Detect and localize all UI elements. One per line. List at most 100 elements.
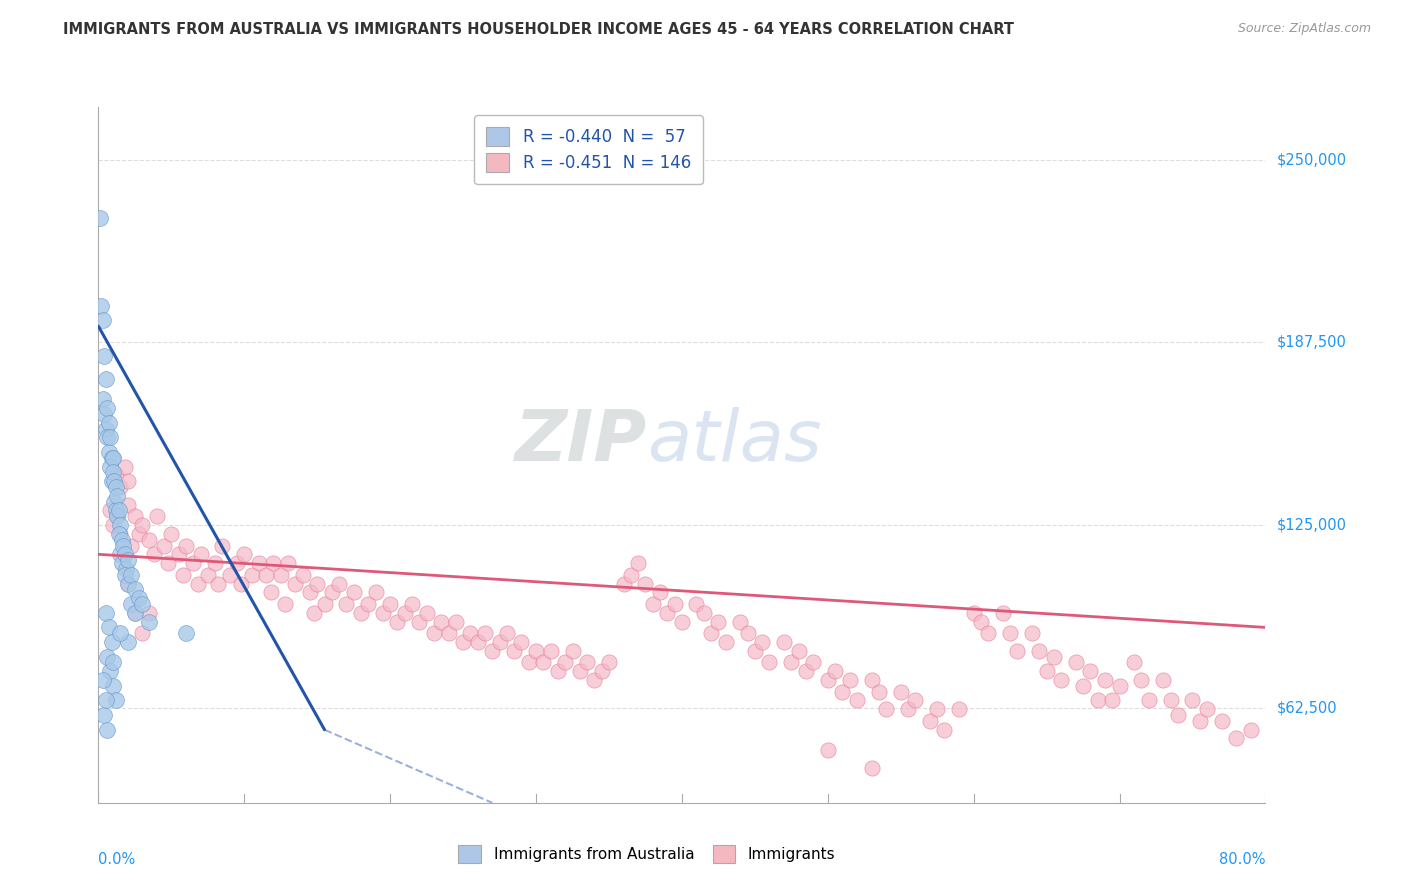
Point xyxy=(364,585,387,599)
Point xyxy=(98,459,121,474)
Point xyxy=(100,450,122,465)
Point xyxy=(875,702,897,716)
Point xyxy=(167,547,190,561)
Point xyxy=(524,644,547,658)
Point xyxy=(298,585,321,599)
Point xyxy=(627,556,650,570)
Point xyxy=(758,656,780,670)
Point xyxy=(124,606,146,620)
Point xyxy=(467,635,489,649)
Point xyxy=(226,556,249,570)
Point xyxy=(517,656,540,670)
Point xyxy=(1021,626,1043,640)
Point xyxy=(451,635,474,649)
Point xyxy=(817,743,839,757)
Point xyxy=(138,533,160,547)
Point xyxy=(103,474,125,488)
Point xyxy=(124,509,146,524)
Point xyxy=(97,445,120,459)
Point xyxy=(138,606,160,620)
Point xyxy=(114,547,136,561)
Point xyxy=(1181,693,1204,707)
Point xyxy=(794,665,817,679)
Point xyxy=(444,615,467,629)
Text: atlas: atlas xyxy=(647,407,821,475)
Point xyxy=(934,723,956,737)
Point xyxy=(868,684,890,698)
Point xyxy=(101,656,124,670)
Point xyxy=(101,679,124,693)
Text: Source: ZipAtlas.com: Source: ZipAtlas.com xyxy=(1237,22,1371,36)
Point xyxy=(291,567,314,582)
Point xyxy=(197,567,219,582)
Point xyxy=(89,211,111,226)
Point xyxy=(120,567,142,582)
Point xyxy=(846,693,869,707)
Point xyxy=(97,416,120,430)
Point xyxy=(138,615,160,629)
Point xyxy=(1087,693,1109,707)
Point xyxy=(328,576,350,591)
Point xyxy=(124,582,146,597)
Point xyxy=(1071,679,1094,693)
Point xyxy=(96,649,118,664)
Point xyxy=(131,518,153,533)
Point xyxy=(598,656,620,670)
Point xyxy=(415,606,437,620)
Point xyxy=(1043,649,1066,664)
Point xyxy=(100,635,122,649)
Point xyxy=(114,459,136,474)
Point xyxy=(120,597,142,611)
Point xyxy=(96,430,118,444)
Point xyxy=(860,761,883,775)
Point xyxy=(94,693,117,707)
Point xyxy=(97,620,120,634)
Point xyxy=(860,673,883,687)
Point xyxy=(247,556,270,570)
Point xyxy=(1094,673,1116,687)
Point xyxy=(254,567,277,582)
Point xyxy=(218,567,240,582)
Point xyxy=(274,597,297,611)
Point xyxy=(174,626,197,640)
Point xyxy=(657,606,679,620)
Point xyxy=(104,480,127,494)
Point xyxy=(100,474,122,488)
Point xyxy=(817,673,839,687)
Point xyxy=(962,606,984,620)
Point xyxy=(105,509,128,524)
Point xyxy=(124,606,146,620)
Point xyxy=(131,597,153,611)
Point xyxy=(948,702,970,716)
Point xyxy=(394,606,416,620)
Point xyxy=(204,556,226,570)
Point xyxy=(1211,714,1233,728)
Point xyxy=(460,626,482,640)
Point xyxy=(474,626,496,640)
Point xyxy=(96,401,118,416)
Point xyxy=(93,708,115,723)
Point xyxy=(284,576,307,591)
Point xyxy=(110,526,132,541)
Point xyxy=(157,556,180,570)
Point xyxy=(101,450,124,465)
Point xyxy=(612,576,634,591)
Point xyxy=(104,468,127,483)
Point xyxy=(671,615,693,629)
Point xyxy=(117,576,139,591)
Point xyxy=(350,606,373,620)
Point xyxy=(94,606,117,620)
Text: $125,000: $125,000 xyxy=(1277,517,1347,533)
Point xyxy=(1167,708,1189,723)
Point xyxy=(174,539,197,553)
Point xyxy=(103,494,125,508)
Point xyxy=(970,615,993,629)
Point xyxy=(998,626,1021,640)
Point xyxy=(142,547,165,561)
Point xyxy=(108,503,131,517)
Point xyxy=(343,585,366,599)
Point xyxy=(114,567,136,582)
Point xyxy=(314,597,336,611)
Point xyxy=(101,518,124,533)
Point xyxy=(321,585,343,599)
